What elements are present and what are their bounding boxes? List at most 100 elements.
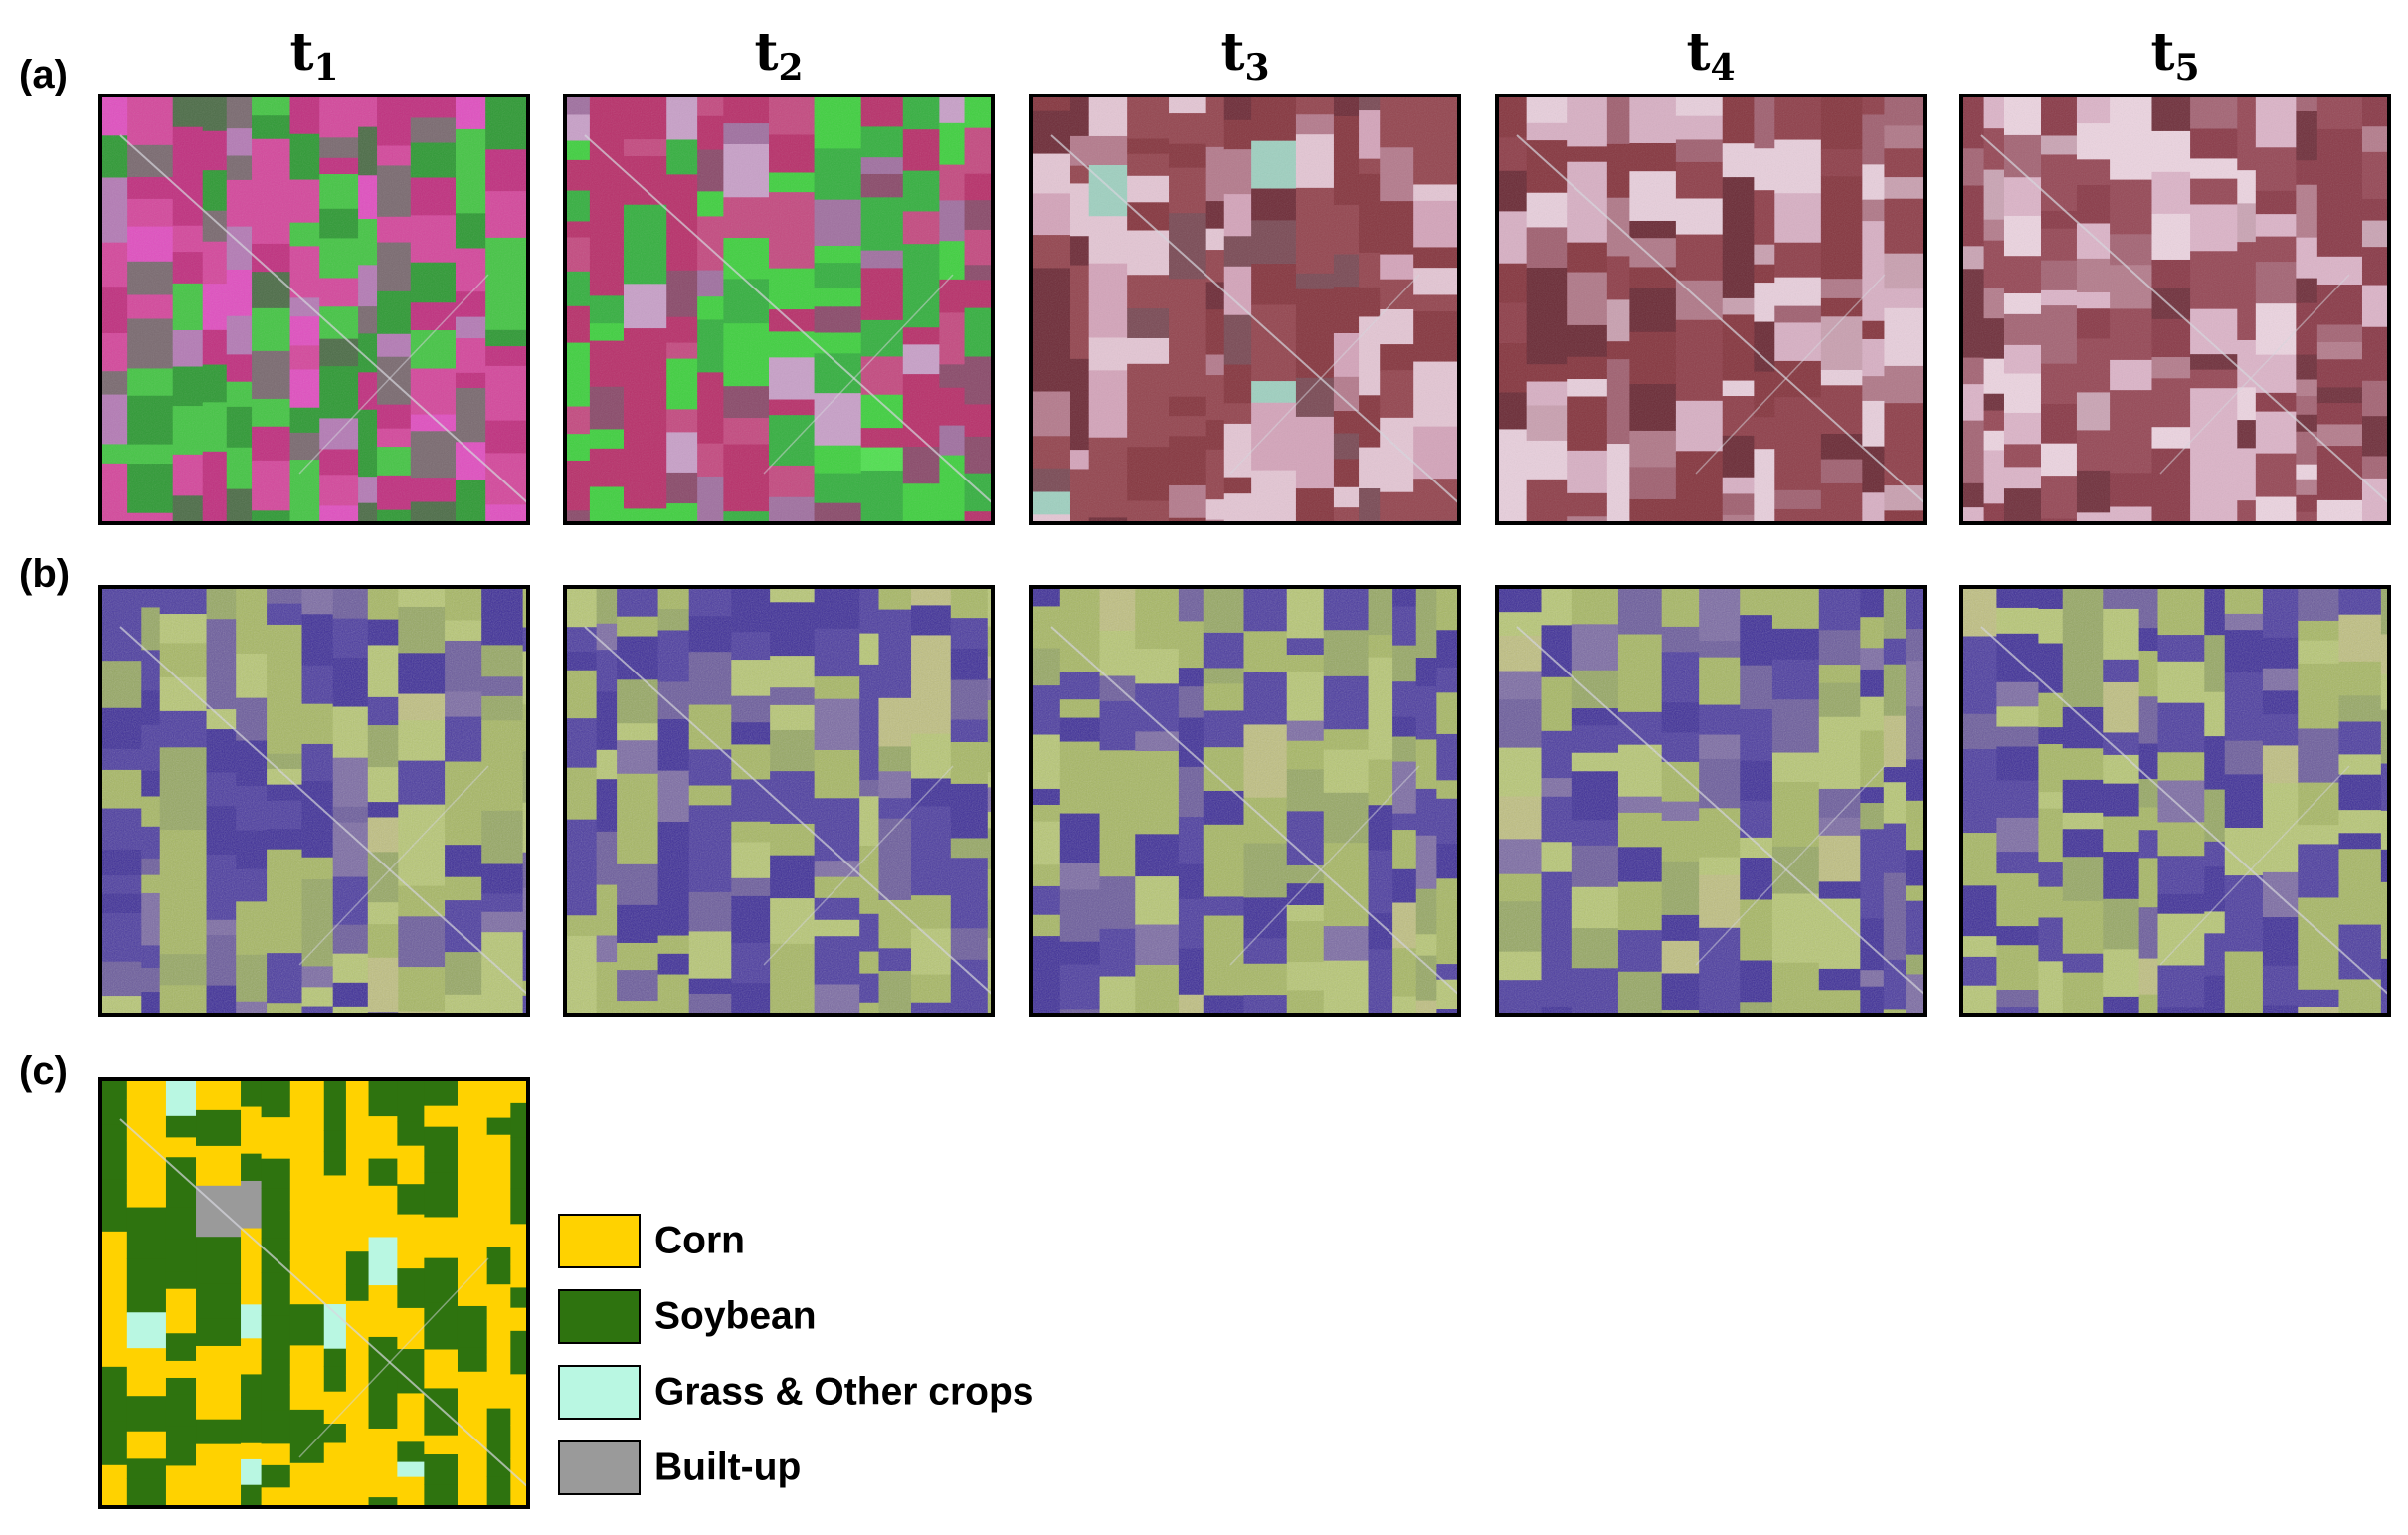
field xyxy=(397,1214,425,1245)
field xyxy=(368,1079,398,1117)
field xyxy=(368,1285,398,1338)
field xyxy=(367,1012,399,1015)
field xyxy=(241,1079,263,1108)
field xyxy=(241,1397,263,1444)
field xyxy=(261,1359,291,1412)
field xyxy=(261,1158,291,1189)
field xyxy=(486,1284,511,1320)
texture xyxy=(1031,96,1459,523)
field xyxy=(510,1263,528,1288)
field xyxy=(424,1217,459,1259)
field xyxy=(1923,385,1925,439)
texture xyxy=(1031,587,1459,1015)
image-panel xyxy=(1495,585,1927,1017)
field xyxy=(261,1272,291,1317)
field xyxy=(1923,438,1925,474)
field xyxy=(165,1271,197,1290)
field xyxy=(2388,263,2389,304)
mosaic xyxy=(1961,96,2389,523)
image-panel xyxy=(1029,94,1461,525)
field xyxy=(196,1419,242,1445)
header-sub: 4 xyxy=(1710,47,1735,89)
field xyxy=(368,1497,398,1507)
field xyxy=(397,1476,425,1507)
field xyxy=(196,1079,242,1111)
panel-border xyxy=(563,94,995,525)
field xyxy=(323,1442,347,1489)
header-sub: 5 xyxy=(2174,47,2199,89)
field xyxy=(100,1366,128,1422)
field xyxy=(457,1146,488,1179)
field xyxy=(368,1237,398,1286)
field xyxy=(510,1102,528,1138)
field xyxy=(323,1348,347,1367)
field xyxy=(424,1435,459,1455)
field xyxy=(261,1443,291,1466)
texture xyxy=(100,96,528,523)
legend-swatch xyxy=(558,1365,641,1420)
mosaic xyxy=(100,96,528,523)
image-panel xyxy=(1959,585,2391,1017)
legend-swatch xyxy=(558,1214,641,1268)
field xyxy=(486,1319,511,1356)
field xyxy=(2388,239,2389,264)
field xyxy=(424,1079,459,1107)
legend-swatch xyxy=(558,1440,641,1495)
field xyxy=(165,1394,197,1427)
field xyxy=(165,1137,197,1158)
legend-swatch xyxy=(558,1289,641,1344)
field xyxy=(289,1345,325,1386)
header-sub: 1 xyxy=(313,47,338,89)
legend-label: Corn xyxy=(654,1219,745,1261)
mosaic xyxy=(565,587,993,1015)
field xyxy=(424,1126,459,1157)
field xyxy=(2388,164,2389,193)
mosaic xyxy=(100,587,528,1015)
field xyxy=(165,1360,197,1379)
field xyxy=(196,1491,242,1507)
field xyxy=(486,1408,511,1439)
field xyxy=(457,1347,488,1373)
field xyxy=(241,1180,263,1230)
field xyxy=(323,1267,347,1305)
field xyxy=(397,1184,425,1216)
field xyxy=(486,1117,511,1136)
field xyxy=(196,1376,242,1421)
field xyxy=(323,1487,347,1507)
field xyxy=(2388,466,2389,519)
field xyxy=(1923,473,1925,500)
field xyxy=(368,1377,398,1430)
field xyxy=(486,1247,511,1285)
field xyxy=(2388,347,2389,393)
field xyxy=(397,1268,425,1309)
field xyxy=(424,1388,459,1437)
field xyxy=(261,1487,291,1504)
field xyxy=(457,1178,488,1209)
field xyxy=(196,1283,242,1319)
field xyxy=(345,1375,370,1429)
field xyxy=(165,1465,197,1494)
field xyxy=(165,1207,197,1241)
field xyxy=(424,1484,459,1507)
header-base: t xyxy=(2150,22,2174,83)
field xyxy=(126,1140,167,1184)
panel-border xyxy=(98,94,530,525)
field xyxy=(165,1288,197,1334)
field xyxy=(323,1304,347,1350)
field xyxy=(323,1366,347,1393)
panel-border xyxy=(1495,585,1927,1017)
field xyxy=(486,1079,511,1101)
row-label: (c) xyxy=(19,1050,68,1093)
field xyxy=(126,1182,167,1209)
field xyxy=(126,1099,167,1142)
road xyxy=(119,1118,528,1488)
field xyxy=(100,1315,128,1368)
field xyxy=(2388,415,2389,467)
field xyxy=(445,1014,482,1015)
mosaic xyxy=(565,96,993,523)
field xyxy=(196,1318,242,1347)
field xyxy=(1923,206,1925,262)
field xyxy=(1923,143,1925,173)
field xyxy=(368,1202,398,1238)
field xyxy=(196,1109,242,1147)
